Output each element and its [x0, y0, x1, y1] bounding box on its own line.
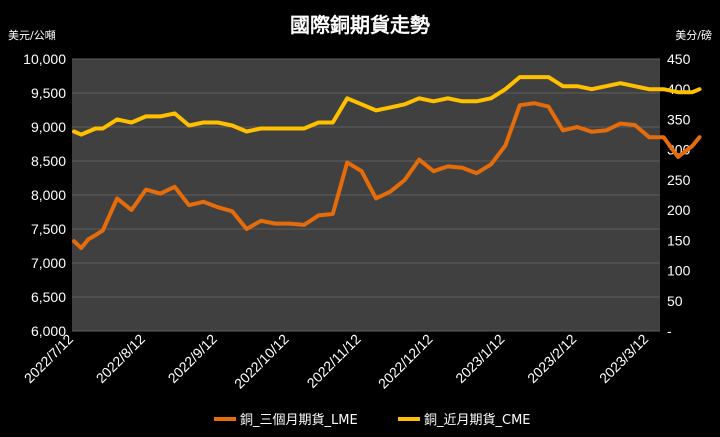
right-tick-label: 50: [667, 293, 683, 309]
series-line-2: [72, 75, 702, 137]
x-tick-label: 2022/10/12: [231, 331, 292, 392]
left-tick-label: 8,500: [31, 153, 66, 169]
series-lines: [72, 75, 702, 250]
left-tick-label: 10,000: [23, 51, 66, 67]
x-tick-label: 2022/11/12: [304, 331, 364, 391]
left-tick-label: 6,000: [31, 323, 66, 339]
legend: 銅_三個月期貨_LME 銅_近月期貨_CME: [214, 412, 531, 428]
x-tick-label: 2022/9/12: [165, 331, 221, 387]
left-tick-label: 8,000: [31, 187, 66, 203]
chart-title: 國際銅期貨走勢: [290, 13, 430, 37]
x-tick-label: 2023/3/12: [596, 331, 652, 387]
left-axis-ticks: 6,000 6,500 7,000 7,500 8,000 8,500 9,000 9,500…: [23, 51, 66, 339]
left-tick-label: 7,500: [31, 221, 66, 237]
right-tick-label: -: [667, 323, 672, 339]
legend-label: 銅_三個月期貨_LME: [240, 412, 358, 428]
left-tick-label: 6,500: [31, 289, 66, 305]
left-tick-label: 9,000: [31, 119, 66, 135]
right-tick-label: 200: [667, 202, 691, 218]
x-axis-ticks: 2022/7/12 2022/8/12 2022/9/12 2022/10/12 202…: [21, 331, 652, 392]
right-tick-label: 450: [667, 51, 691, 67]
right-tick-label: 150: [667, 232, 691, 248]
right-tick-label: 350: [667, 111, 691, 127]
left-tick-label: 7,000: [31, 255, 66, 271]
series-line-1: [72, 101, 702, 250]
x-tick-label: 2022/8/12: [93, 331, 149, 387]
x-tick-label: 2023/2/12: [524, 331, 580, 387]
x-tick-label: 2023/1/12: [452, 331, 508, 387]
left-axis-unit: 美元/公噸: [8, 28, 56, 42]
right-axis-unit: 美分/磅: [675, 28, 712, 42]
left-tick-label: 9,500: [31, 85, 66, 101]
legend-label: 銅_近月期貨_CME: [424, 412, 531, 428]
right-tick-label: 100: [667, 263, 691, 279]
right-tick-label: 250: [667, 172, 691, 188]
x-tick-label: 2022/12/12: [375, 331, 436, 392]
